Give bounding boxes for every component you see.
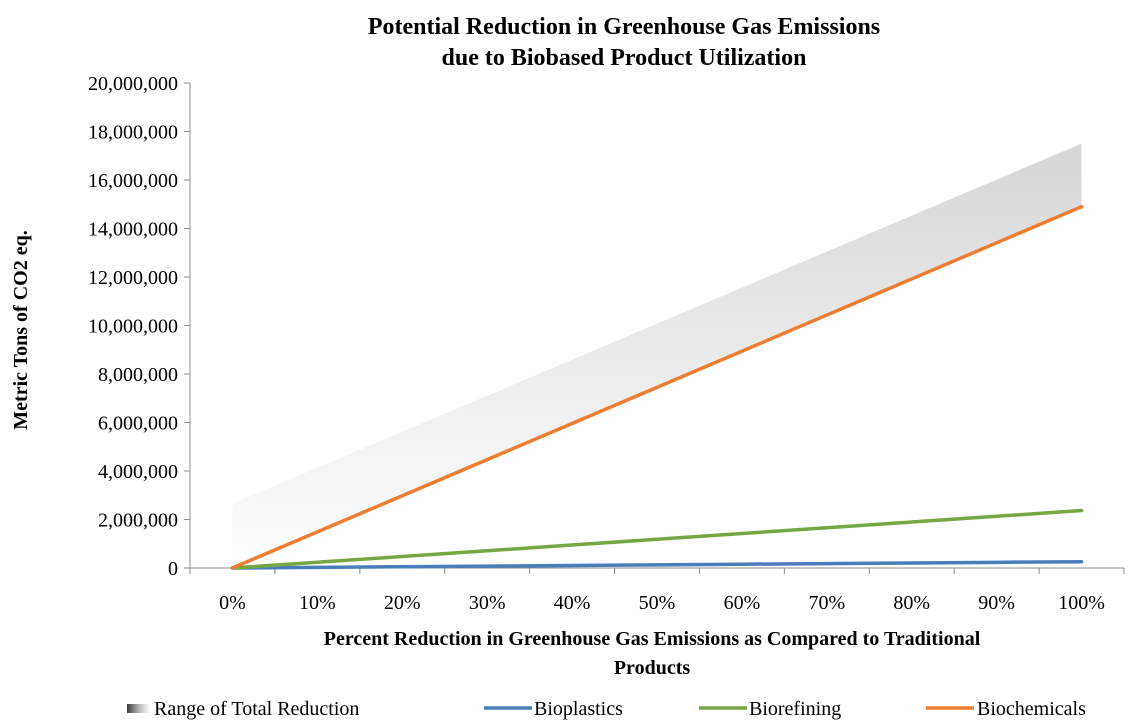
x-tick-label: 80% [893,592,930,614]
series-line-bioplastics [230,559,1084,570]
y-tick-label: 4,000,000 [98,461,178,483]
y-tick-label: 12,000,000 [88,267,178,289]
x-axis-title-line-2: Products [614,657,691,679]
x-tick-label: 90% [978,592,1015,614]
series-line-biochemicals [230,204,1084,570]
legend-item-biochemicals: Biochemicals [926,698,1086,720]
y-axis-title: Metric Tons of CO2 eq. [10,230,32,429]
y-tick-label: 0 [168,558,178,580]
x-tick-label: 20% [384,592,421,614]
x-axis-title-line-1: Percent Reduction in Greenhouse Gas Emis… [324,628,981,650]
y-tick-label: 8,000,000 [98,364,178,386]
x-tick-label: 60% [724,592,761,614]
legend-label-biochemicals: Biochemicals [977,698,1086,720]
x-tick-label: 100% [1058,592,1105,614]
x-tick-label: 30% [469,592,506,614]
legend-item-range: Range of Total Reduction [127,698,359,720]
x-tick-label: 40% [554,592,591,614]
series-line-biorefining [230,508,1084,570]
y-tick-label: 20,000,000 [88,73,178,95]
y-tick-label: 10,000,000 [88,316,178,338]
x-tick-label: 10% [299,592,336,614]
x-tick-label: 50% [639,592,676,614]
legend-label-bioplastics: Bioplastics [534,698,623,720]
legend-label-biorefining: Biorefining [749,698,841,720]
legend: Range of Total Reduction Bioplastics Bio… [127,698,1086,720]
y-tick-label: 16,000,000 [88,170,178,192]
axes: 0 2,000,000 4,000,000 6,000,000 8,000,000 10,… [88,73,1125,614]
legend-label-range: Range of Total Reduction [154,698,359,720]
range-area-layer [232,143,1082,568]
range-area [232,143,1082,568]
series-layer [230,204,1084,570]
legend-swatch-range-fill [127,704,150,713]
legend-item-biorefining: Biorefining [699,698,841,720]
x-tick-label: 70% [808,592,845,614]
x-tick-label: 0% [219,592,246,614]
chart-title-line-2: due to Biobased Product Utilization [442,45,807,71]
y-tick-label: 18,000,000 [88,122,178,144]
y-tick-label: 6,000,000 [98,413,178,435]
y-tick-label: 2,000,000 [98,510,178,532]
y-tick-label: 14,000,000 [88,219,178,241]
chart-title-line-1: Potential Reduction in Greenhouse Gas Em… [368,14,880,40]
legend-item-bioplastics: Bioplastics [484,698,623,720]
